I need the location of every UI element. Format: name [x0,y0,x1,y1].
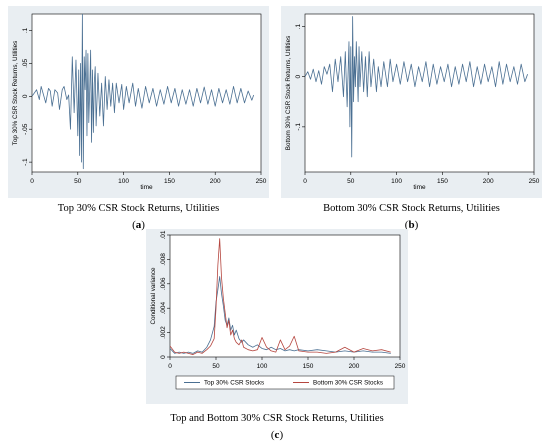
x-tick-label: 50 [347,178,355,185]
chart-b: 0 50 100 150 200 250 -.1 0 .1 time Bottom 30% CSR … [281,6,542,198]
x-tick-label: 100 [257,363,268,370]
y-tick-label: .1 [295,23,302,29]
letter-b: (b) [404,219,419,231]
x-tick-label: 250 [395,363,406,370]
y-tick-label: 0 [160,355,167,359]
caption-b: Bottom 30% CSR Stock Returns, Utilities [323,203,500,214]
y-tick-label: -.1 [22,158,29,166]
y-tick-label: .008 [160,253,167,266]
x-tick-label: 50 [74,178,82,185]
x-tick-label: 150 [303,363,314,370]
caption-c: Top and Bottom 30% CSR Stock Returns, Ut… [170,413,384,424]
y-tick-label: .006 [160,277,167,290]
y-axis-label: Bottom 30% CSR Stock Returns, Utilities [285,36,292,150]
y-tick-label: 0 [22,94,29,98]
y-tick-label: .1 [22,27,29,33]
y-tick-label: -.1 [295,123,302,131]
y-tick-label: .004 [160,301,167,314]
x-tick-label: 50 [212,363,220,370]
y-tick-label: .05 [22,58,29,67]
y-tick-label: -.05 [22,123,29,135]
x-tick-label: 100 [118,178,129,185]
y-axis-label: Conditional variance [150,267,157,325]
series-line-1 [170,276,391,354]
series-line-1 [32,14,255,170]
x-tick-label: 250 [256,178,267,185]
x-tick-label: 250 [529,178,540,185]
y-tick-label: .01 [160,230,167,239]
x-tick-label: 150 [164,178,175,185]
caption-a: Top 30% CSR Stock Returns, Utilities [57,203,220,214]
x-axis-label: time [140,184,153,191]
legend-label: Top 30% CSR Stocks [204,380,264,387]
panel-a: 0 50 100 150 200 250 -.1 -.05 0 .05 .1 time Top 30% … [8,6,269,198]
x-tick-label: 200 [210,178,221,185]
letter-a: (a) [132,219,145,231]
x-tick-label: 0 [168,363,172,370]
chart-c: 0 50 100 150 200 250 0 .002 .004 .006 .008 .01 Condi… [146,229,408,404]
plot-area [169,234,401,358]
x-tick-label: 0 [303,178,307,185]
y-tick-label: .002 [160,326,167,339]
x-tick-label: 200 [483,178,494,185]
x-tick-label: 150 [437,178,448,185]
series-line-1 [305,16,528,158]
letter-c: (c) [270,429,284,441]
plot-area [304,13,535,173]
chart-a: 0 50 100 150 200 250 -.1 -.05 0 .05 .1 time Top 30% … [8,6,269,198]
plot-area [31,13,262,173]
x-tick-label: 100 [391,178,402,185]
y-axis-label: Top 30% CSR Stock Returns, Utilities [12,41,19,146]
y-tick-label: 0 [295,75,302,79]
x-axis-label: time [413,184,426,191]
series-line-2 [170,238,391,355]
legend-box [175,375,395,390]
panel-c: 0 50 100 150 200 250 0 .002 .004 .006 .008 .01 Condi… [146,229,408,404]
x-tick-label: 0 [30,178,34,185]
legend-label: Bottom 30% CSR Stocks [313,380,383,387]
x-tick-label: 200 [349,363,360,370]
panel-b: 0 50 100 150 200 250 -.1 0 .1 time Bottom 30% CSR … [281,6,542,198]
